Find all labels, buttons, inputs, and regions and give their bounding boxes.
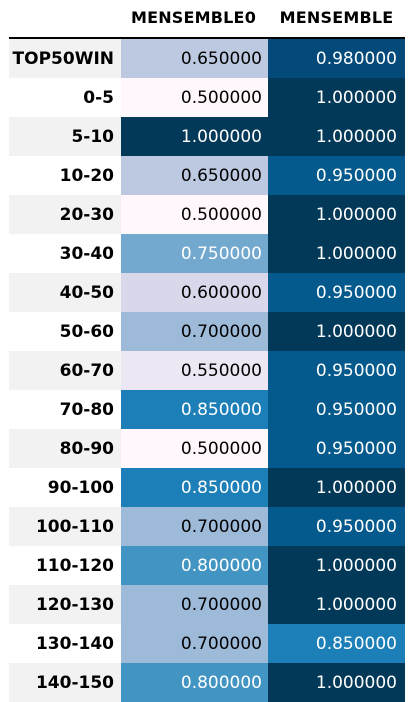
header-rule — [9, 37, 405, 39]
table-row: 30-40 0.750000 1.000000 — [9, 234, 405, 273]
column-header-mensemble0: MENSEMBLE0 — [130, 8, 257, 27]
row-label: 20-30 — [9, 195, 121, 234]
table-row: 0-5 0.500000 1.000000 — [9, 78, 405, 117]
cell-mensemble0: 0.700000 — [121, 507, 268, 546]
row-label: 0-5 — [9, 78, 121, 117]
cell-mensemble0: 0.500000 — [121, 429, 268, 468]
table-row: 20-30 0.500000 1.000000 — [9, 195, 405, 234]
cell-mensemble0: 0.600000 — [121, 273, 268, 312]
table-row: 100-110 0.700000 0.950000 — [9, 507, 405, 546]
table-row: 5-10 1.000000 1.000000 — [9, 117, 405, 156]
table-row: 50-60 0.700000 1.000000 — [9, 312, 405, 351]
cell-mensemble: 1.000000 — [268, 78, 405, 117]
cell-mensemble0: 0.800000 — [121, 546, 268, 585]
row-label: 110-120 — [9, 546, 121, 585]
cell-mensemble0: 0.700000 — [121, 312, 268, 351]
row-label: 60-70 — [9, 351, 121, 390]
cell-mensemble0: 0.700000 — [121, 624, 268, 663]
cell-mensemble0: 0.500000 — [121, 78, 268, 117]
table-row: 40-50 0.600000 0.950000 — [9, 273, 405, 312]
cell-mensemble0: 0.550000 — [121, 351, 268, 390]
cell-mensemble: 0.950000 — [268, 390, 405, 429]
cell-mensemble: 0.950000 — [268, 351, 405, 390]
row-label: 70-80 — [9, 390, 121, 429]
row-label: 100-110 — [9, 507, 121, 546]
row-label: 10-20 — [9, 156, 121, 195]
cell-mensemble: 0.980000 — [268, 39, 405, 78]
cell-mensemble: 0.850000 — [268, 624, 405, 663]
table-row: 130-140 0.700000 0.850000 — [9, 624, 405, 663]
cell-mensemble0: 0.850000 — [121, 390, 268, 429]
cell-mensemble: 0.950000 — [268, 156, 405, 195]
cell-mensemble: 1.000000 — [268, 468, 405, 507]
row-label: TOP50WIN — [9, 39, 121, 78]
cell-mensemble: 1.000000 — [268, 546, 405, 585]
cell-mensemble: 0.950000 — [268, 273, 405, 312]
table-header: MENSEMBLE0 MENSEMBLE — [0, 0, 414, 38]
table-row: 10-20 0.650000 0.950000 — [9, 156, 405, 195]
cell-mensemble0: 0.800000 — [121, 663, 268, 702]
row-label: 120-130 — [9, 585, 121, 624]
cell-mensemble0: 0.650000 — [121, 39, 268, 78]
row-label: 30-40 — [9, 234, 121, 273]
table-row: 120-130 0.700000 1.000000 — [9, 585, 405, 624]
cell-mensemble0: 0.750000 — [121, 234, 268, 273]
table-row: 140-150 0.800000 1.000000 — [9, 663, 405, 702]
table-row: 70-80 0.850000 0.950000 — [9, 390, 405, 429]
row-label: 40-50 — [9, 273, 121, 312]
cell-mensemble0: 0.850000 — [121, 468, 268, 507]
table-row: 60-70 0.550000 0.950000 — [9, 351, 405, 390]
table-row: 110-120 0.800000 1.000000 — [9, 546, 405, 585]
cell-mensemble: 0.950000 — [268, 507, 405, 546]
cell-mensemble: 1.000000 — [268, 195, 405, 234]
cell-mensemble0: 0.700000 — [121, 585, 268, 624]
row-label: 80-90 — [9, 429, 121, 468]
cell-mensemble: 1.000000 — [268, 585, 405, 624]
row-label: 130-140 — [9, 624, 121, 663]
cell-mensemble0: 0.650000 — [121, 156, 268, 195]
column-header-mensemble: MENSEMBLE — [279, 8, 394, 27]
table-row: 90-100 0.850000 1.000000 — [9, 468, 405, 507]
row-label: 50-60 — [9, 312, 121, 351]
row-label: 5-10 — [9, 117, 121, 156]
cell-mensemble0: 1.000000 — [121, 117, 268, 156]
row-label: 90-100 — [9, 468, 121, 507]
cell-mensemble: 1.000000 — [268, 117, 405, 156]
table-row: TOP50WIN 0.650000 0.980000 — [9, 39, 405, 78]
cell-mensemble: 0.950000 — [268, 429, 405, 468]
cell-mensemble: 1.000000 — [268, 663, 405, 702]
cell-mensemble: 1.000000 — [268, 234, 405, 273]
row-label: 140-150 — [9, 663, 121, 702]
cell-mensemble: 1.000000 — [268, 312, 405, 351]
table-row: 80-90 0.500000 0.950000 — [9, 429, 405, 468]
data-table: TOP50WIN 0.650000 0.980000 0-5 0.500000 … — [9, 39, 405, 702]
cell-mensemble0: 0.500000 — [121, 195, 268, 234]
